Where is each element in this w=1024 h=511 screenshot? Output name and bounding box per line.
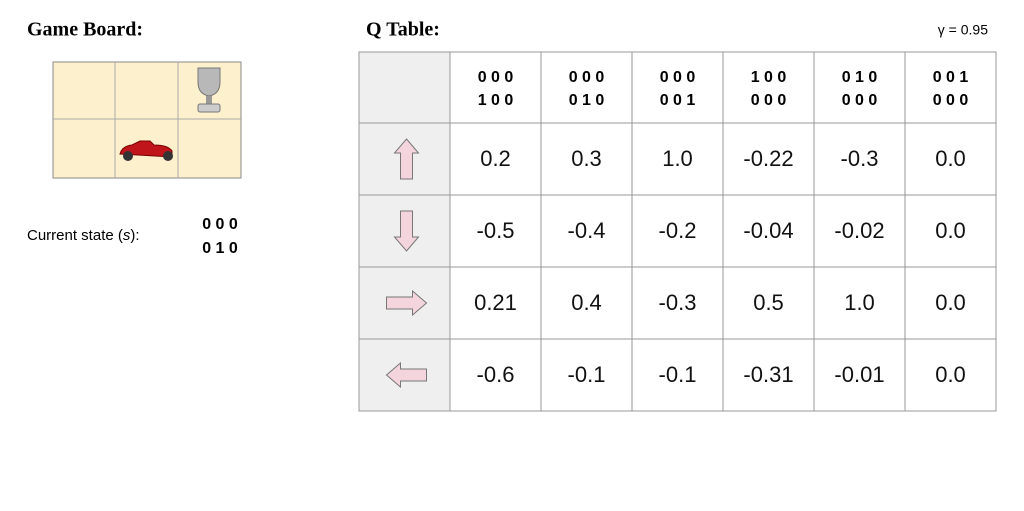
table-border [358,51,997,412]
state-header: 0 0 0 [478,69,514,86]
state-header: 0 0 1 [660,92,696,109]
q-value: -0.3 [841,146,879,171]
action-arrow [386,289,428,317]
state-row: 0 0 0 [202,216,238,233]
car [119,140,173,161]
game-board [52,61,242,179]
q-value: -0.1 [568,362,606,387]
q-value: -0.31 [743,362,793,387]
q-value: 0.0 [935,290,966,315]
state-header: 0 0 0 [751,92,787,109]
state-header: 0 0 0 [660,69,696,86]
q-value: 0.0 [935,146,966,171]
state-header: 0 0 1 [933,69,969,86]
action-arrow [393,138,420,180]
q-value: 0.0 [935,362,966,387]
q-value: -0.04 [743,218,793,243]
state-label-text: Current state ( [27,227,123,244]
state-label: Current state (s): [27,227,140,244]
state-header: 0 1 0 [569,92,605,109]
q-value: -0.5 [477,218,515,243]
q-value: 0.2 [480,146,511,171]
q-value: 0.21 [474,290,517,315]
gamma: γ = 0.95 [938,22,988,38]
q-value: -0.4 [568,218,606,243]
action-arrow [393,210,420,252]
state-row: 0 1 0 [202,240,238,257]
corner-cell [359,52,450,123]
state-header: 1 0 0 [478,92,514,109]
action-arrow [385,361,427,389]
q-value: 0.3 [571,146,602,171]
state-header: 0 0 0 [933,92,969,109]
qtable-title: Q Table: [366,19,440,41]
state-header: 1 0 0 [751,69,787,86]
q-value: 0.0 [935,218,966,243]
q-value: -0.1 [659,362,697,387]
state-label-text: ): [130,227,139,244]
board-title: Game Board: [27,19,143,41]
q-value: -0.3 [659,290,697,315]
q-value: -0.6 [477,362,515,387]
q-value: 1.0 [844,290,875,315]
q-value: 1.0 [662,146,693,171]
q-value: -0.01 [834,362,884,387]
q-table: 0 0 0 1 0 0 0 0 0 0 1 0 0 0 0 0 0 1 1 0 0 0 0 0… [358,51,997,412]
state-header: 0 0 0 [842,92,878,109]
q-value: 0.4 [571,290,602,315]
q-value: 0.5 [753,290,784,315]
state-variable: s [123,227,131,244]
state-header: 0 0 0 [569,69,605,86]
q-value: -0.2 [659,218,697,243]
q-value: -0.22 [743,146,793,171]
q-value: -0.02 [834,218,884,243]
state-header: 0 1 0 [842,69,878,86]
trophy [197,67,221,113]
